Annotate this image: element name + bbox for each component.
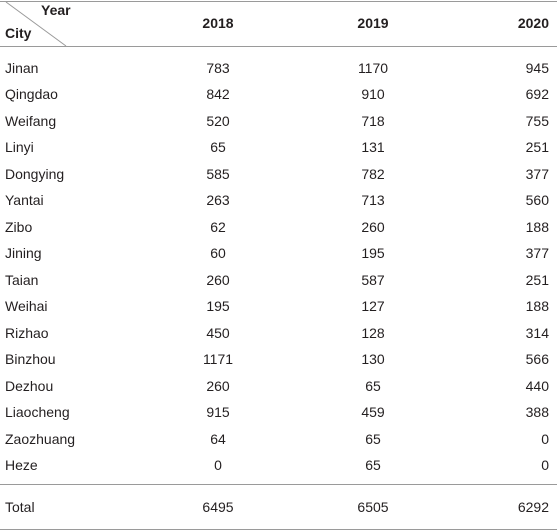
value-cell: 585 [206, 165, 230, 182]
value-cell: 263 [206, 192, 230, 209]
value-cell: 195 [361, 245, 385, 262]
value-cell: 450 [206, 324, 230, 341]
city-name: Yantai [5, 192, 44, 209]
value-cell: 260 [206, 271, 230, 288]
value-cell: 251 [525, 271, 549, 288]
value-cell: 377 [525, 245, 549, 262]
value-cell: 755 [525, 112, 549, 129]
city-name: Zaozhuang [5, 430, 76, 447]
city-header: City [5, 25, 32, 41]
diagonal [5, 1, 67, 47]
city-name: Zibo [5, 218, 33, 235]
value-cell: 65 [210, 139, 226, 156]
value-cell: 0 [541, 457, 549, 474]
value-cell: 65 [365, 377, 381, 394]
value-cell: 260 [361, 218, 385, 235]
city-name: Jinan [5, 60, 39, 76]
value-cell: 195 [206, 298, 230, 315]
city-name: Jining [5, 245, 42, 262]
city-name: Qingdao [5, 86, 58, 103]
value-cell: 692 [525, 86, 549, 103]
city-name: Dezhou [5, 377, 54, 394]
value-cell: 587 [361, 271, 385, 288]
city-name: Taian [5, 271, 39, 288]
value-cell: 718 [361, 112, 385, 129]
year-column-header: 2019 [357, 15, 389, 31]
total-label: Total [5, 499, 35, 515]
value-cell: 64 [210, 430, 226, 447]
value-cell: 566 [525, 351, 549, 368]
value-cell: 65 [365, 457, 381, 474]
value-cell: 65 [365, 430, 381, 447]
value-cell: 377 [525, 165, 549, 182]
year-header: Year [41, 2, 71, 18]
city-name: Heze [5, 457, 38, 474]
value-cell: 188 [525, 298, 549, 315]
value-cell: 783 [206, 60, 230, 76]
city-name: Rizhao [5, 324, 49, 341]
value-cell: 440 [525, 377, 549, 394]
value-cell: 128 [361, 324, 385, 341]
city-name: Linyi [5, 139, 34, 156]
value-cell: 910 [361, 86, 385, 103]
total-value: 6505 [357, 499, 389, 515]
value-cell: 0 [214, 457, 222, 474]
value-cell: 388 [525, 404, 549, 421]
total-value: 6292 [517, 499, 549, 515]
value-cell: 713 [361, 192, 385, 209]
value-cell: 188 [525, 218, 549, 235]
value-cell: 915 [206, 404, 230, 421]
value-cell: 251 [525, 139, 549, 156]
value-cell: 62 [210, 218, 226, 235]
value-cell: 127 [361, 298, 385, 315]
value-cell: 131 [361, 139, 385, 156]
value-cell: 782 [361, 165, 385, 182]
top-rule [0, 1, 557, 2]
value-cell: 0 [541, 430, 549, 447]
city-name: Dongying [5, 165, 65, 182]
value-cell: 1171 [202, 351, 234, 368]
bottom-rule [0, 529, 557, 530]
value-cell: 260 [206, 377, 230, 394]
city-name: Binzhou [5, 351, 56, 368]
value-cell: 560 [525, 192, 549, 209]
city-name: Weihai [5, 298, 48, 315]
total-rule [0, 484, 557, 485]
value-cell: 60 [210, 245, 226, 262]
total-value: 6495 [202, 499, 234, 515]
year-column-header: 2020 [517, 15, 549, 31]
value-cell: 314 [525, 324, 549, 341]
value-cell: 130 [361, 351, 385, 368]
city-name: Liaocheng [5, 404, 70, 421]
value-cell: 459 [361, 404, 385, 421]
header-rule [0, 46, 557, 47]
year-column-header: 2018 [202, 15, 234, 31]
value-cell: 842 [206, 86, 230, 103]
city-name: Weifang [5, 112, 57, 129]
value-cell: 1170 [357, 60, 389, 76]
value-cell: 520 [206, 112, 230, 129]
value-cell: 945 [525, 60, 549, 76]
